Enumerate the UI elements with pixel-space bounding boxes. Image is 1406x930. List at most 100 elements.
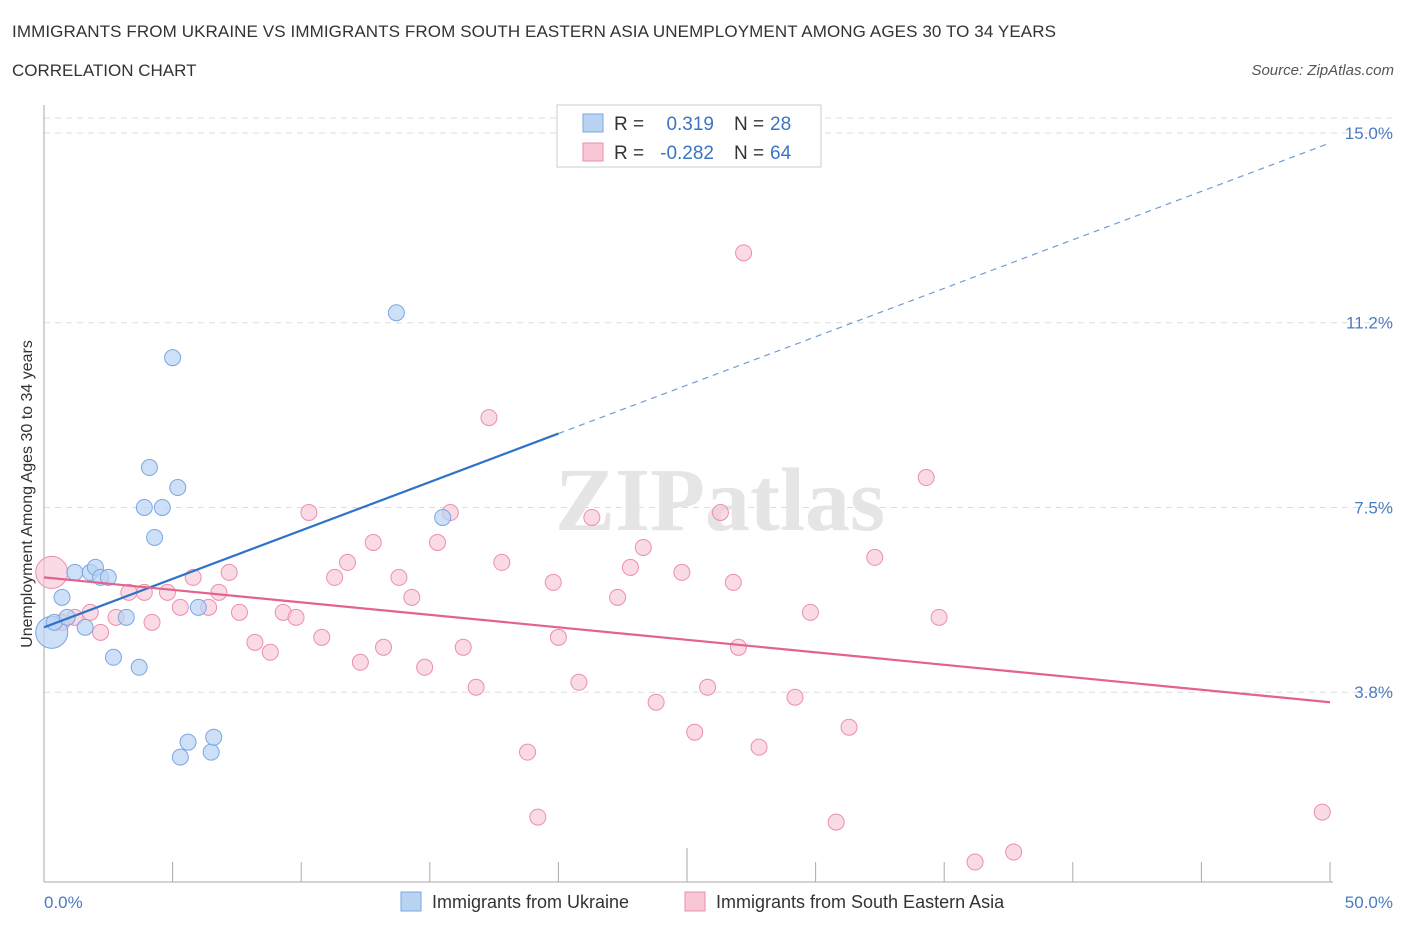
pink-point-42 — [609, 588, 627, 606]
pink-point-32 — [454, 638, 472, 656]
x-tick-label-max: 50.0% — [1345, 893, 1393, 912]
pink-point-9 — [158, 583, 176, 601]
blue-point-15 — [146, 528, 164, 546]
pink-point-62 — [1005, 843, 1023, 861]
pink-point-43 — [621, 558, 639, 576]
y-tick-label-0: 3.8% — [1354, 683, 1393, 702]
x-tick-label-min: 0.0% — [44, 893, 83, 912]
y-tick-label-2: 11.2% — [1346, 314, 1393, 333]
blue-point-3 — [58, 608, 76, 626]
y-axis-title: Unemployment Among Ages 30 to 34 years — [19, 340, 36, 648]
pink-point-20 — [300, 503, 318, 521]
pink-point-41 — [583, 508, 601, 526]
blue-point-9 — [99, 568, 117, 586]
blue-point-19 — [171, 748, 189, 766]
pink-point-29 — [416, 658, 434, 676]
pink-point-10 — [171, 598, 189, 616]
gridlines — [44, 117, 1393, 693]
pink-point-26 — [375, 638, 393, 656]
pink-point-13 — [210, 583, 228, 601]
pink-point-0 — [35, 555, 69, 589]
legend-n-label-pink: N = — [734, 143, 764, 164]
pink-point-45 — [647, 693, 665, 711]
bottom-legend-swatch-pink — [684, 891, 706, 912]
pink-point-59 — [917, 469, 935, 487]
blue-point-12 — [130, 658, 148, 676]
pink-point-47 — [686, 723, 704, 741]
pink-series-points — [35, 244, 1331, 871]
pink-point-49 — [711, 503, 729, 521]
legend-swatch-blue — [582, 113, 604, 133]
pink-point-50 — [724, 573, 742, 591]
pink-point-35 — [493, 553, 511, 571]
pink-point-30 — [429, 533, 447, 551]
bottom-legend-label-pink: Immigrants from South Eastern Asia — [716, 892, 1005, 912]
pink-point-55 — [801, 603, 819, 621]
legend-r-label-blue: R = — [614, 114, 644, 135]
pink-point-61 — [966, 853, 984, 871]
blue-point-25 — [434, 508, 452, 526]
blue-point-14 — [140, 459, 158, 477]
legend-r-value-pink: -0.282 — [660, 143, 714, 164]
pink-point-4 — [92, 623, 110, 641]
blue-point-5 — [76, 618, 94, 636]
legend-n-label-blue: N = — [734, 114, 764, 135]
pink-point-36 — [519, 743, 537, 761]
blue-point-4 — [66, 563, 84, 581]
pink-trend-line — [43, 576, 1331, 704]
blue-point-24 — [387, 304, 405, 322]
pink-point-51 — [729, 638, 747, 656]
pink-point-63 — [1313, 803, 1331, 821]
pink-point-33 — [467, 678, 485, 696]
blue-point-11 — [117, 608, 135, 626]
y-tick-label-1: 7.5% — [1354, 498, 1393, 517]
pink-point-37 — [529, 808, 547, 826]
pink-point-56 — [827, 813, 845, 831]
pink-point-52 — [735, 244, 753, 262]
pink-point-15 — [230, 603, 248, 621]
blue-series-points — [35, 304, 452, 766]
blue-point-2 — [53, 588, 71, 606]
pink-point-39 — [549, 628, 567, 646]
pink-point-28 — [403, 588, 421, 606]
pink-point-24 — [351, 653, 369, 671]
trend-lines — [43, 142, 1331, 704]
pink-point-46 — [673, 563, 691, 581]
pink-point-34 — [480, 409, 498, 427]
legend-n-value-pink: 64 — [770, 143, 792, 164]
pink-point-16 — [246, 633, 264, 651]
blue-point-13 — [135, 498, 153, 516]
blue-point-18 — [169, 479, 187, 497]
pink-point-25 — [364, 533, 382, 551]
x-axis-ticks — [43, 848, 1331, 882]
pink-point-22 — [326, 568, 344, 586]
pink-point-17 — [261, 643, 279, 661]
blue-point-23 — [205, 728, 223, 746]
y-tick-labels: 3.8% 7.5% 11.2% 15.0% — [1345, 124, 1393, 702]
stats-legend: R = 0.319 N = 28 R = -0.282 N = 64 — [556, 104, 822, 168]
blue-trend-line — [43, 432, 559, 629]
chart-title: IMMIGRANTS FROM UKRAINE VS IMMIGRANTS FR… — [12, 22, 1057, 41]
chart-subtitle: CORRELATION CHART — [12, 61, 197, 80]
pink-point-40 — [570, 673, 588, 691]
blue-point-16 — [153, 498, 171, 516]
legend-r-label-pink: R = — [614, 143, 644, 164]
blue-trend-line-extension — [558, 142, 1331, 435]
pink-point-27 — [390, 568, 408, 586]
pink-point-57 — [840, 718, 858, 736]
legend-n-value-blue: 28 — [770, 114, 791, 135]
y-tick-label-3: 15.0% — [1345, 124, 1393, 143]
blue-point-21 — [189, 598, 207, 616]
bottom-legend-swatch-blue — [400, 891, 422, 912]
watermark: ZIPatlas — [555, 451, 885, 550]
pink-point-21 — [313, 628, 331, 646]
pink-point-14 — [220, 563, 238, 581]
pink-point-53 — [750, 738, 768, 756]
pink-point-60 — [930, 608, 948, 626]
blue-point-22 — [202, 743, 220, 761]
pink-point-38 — [544, 573, 562, 591]
bottom-legend-label-blue: Immigrants from Ukraine — [432, 892, 629, 912]
pink-point-23 — [338, 553, 356, 571]
blue-point-10 — [104, 648, 122, 666]
